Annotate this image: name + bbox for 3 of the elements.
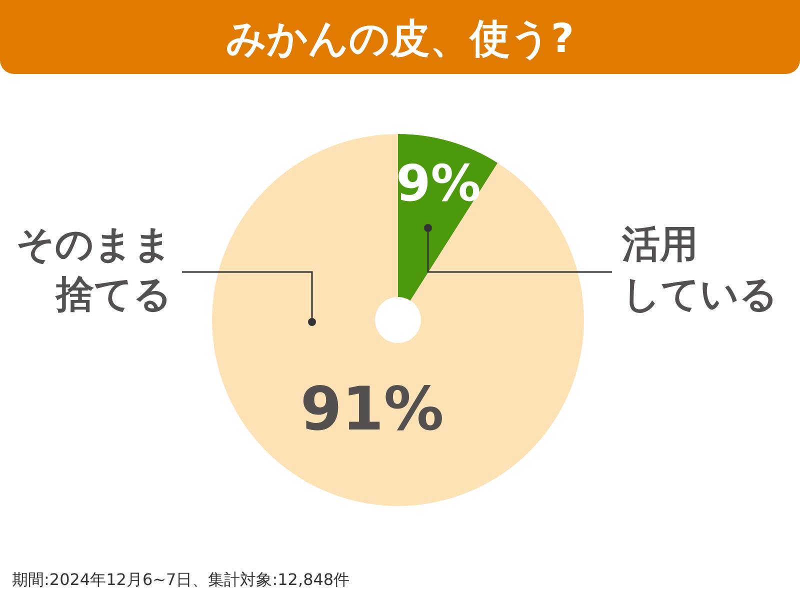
title: みかんの皮、使う?: [0, 0, 800, 74]
chart-title: みかんの皮、使う?: [226, 16, 574, 62]
text: 期間:2024年12月6~7日、集計対象:12,848件: [12, 570, 350, 589]
